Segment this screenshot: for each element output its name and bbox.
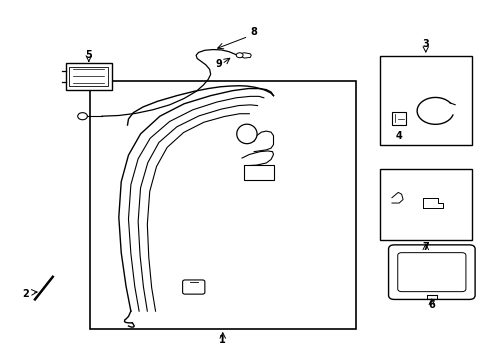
- Text: 8: 8: [250, 27, 257, 37]
- Circle shape: [78, 113, 87, 120]
- Text: 5: 5: [85, 50, 92, 60]
- Text: 1: 1: [219, 335, 225, 345]
- Ellipse shape: [236, 124, 257, 144]
- Text: 4: 4: [395, 131, 402, 141]
- Text: 3: 3: [422, 39, 428, 49]
- FancyBboxPatch shape: [182, 280, 204, 294]
- Circle shape: [236, 53, 243, 58]
- Text: 7: 7: [422, 242, 428, 252]
- Bar: [379, 56, 471, 145]
- Polygon shape: [235, 53, 251, 58]
- Text: 6: 6: [427, 300, 434, 310]
- Text: 2: 2: [22, 289, 29, 299]
- Bar: [391, 112, 406, 125]
- Bar: [379, 169, 471, 240]
- FancyBboxPatch shape: [397, 253, 465, 292]
- FancyBboxPatch shape: [388, 245, 474, 300]
- Bar: [65, 63, 111, 90]
- Text: 9: 9: [215, 59, 222, 68]
- Bar: [244, 165, 273, 180]
- Bar: [90, 81, 355, 329]
- Bar: [69, 67, 107, 86]
